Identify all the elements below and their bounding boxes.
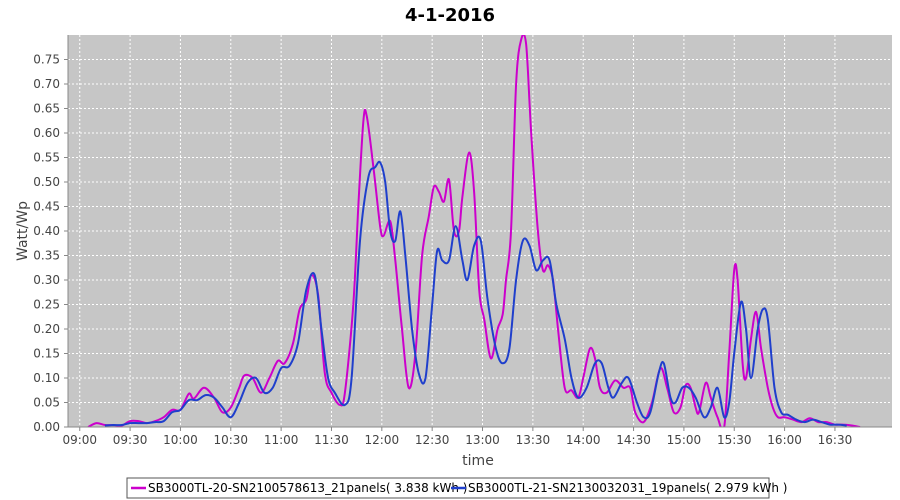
x-tick-label: 15:00	[667, 433, 702, 447]
y-tick-label: 0.40	[33, 224, 60, 238]
y-tick-label: 0.75	[33, 53, 60, 67]
x-tick-labels: 09:00 09:30 10:00 10:30 11:00 11:30 12:00 12:30…	[62, 427, 852, 447]
x-tick-label: 11:30	[314, 433, 349, 447]
y-tick-label: 0.60	[33, 126, 60, 140]
y-tick-label: 0.25	[33, 298, 60, 312]
x-tick-label: 12:30	[415, 433, 450, 447]
x-tick-label: 14:00	[566, 433, 601, 447]
y-tick-label: 0.50	[33, 175, 60, 189]
legend-box	[126, 477, 770, 499]
x-tick-label: 11:00	[264, 433, 299, 447]
legend: SB3000TL-20-SN2100578613_21panels( 3.838…	[126, 477, 787, 499]
x-tick-label: 10:30	[213, 433, 248, 447]
y-tick-label: 0.05	[33, 396, 60, 410]
x-tick-label: 09:30	[113, 433, 148, 447]
y-tick-label: 0.45	[33, 200, 60, 214]
legend-label-series-2: SB3000TL-21-SN2130032031_19panels( 2.979…	[468, 481, 787, 495]
x-tick-label: 12:00	[365, 433, 400, 447]
y-tick-labels: 0.00 0.05 0.10 0.15 0.20 0.25 0.30 0.35 0.40 0.45…	[33, 53, 68, 434]
y-tick-label: 0.35	[33, 249, 60, 263]
legend-label-series-1: SB3000TL-20-SN2100578613_21panels( 3.838…	[148, 481, 467, 495]
x-tick-label: 16:00	[767, 433, 802, 447]
y-tick-label: 0.70	[33, 77, 60, 91]
chart-title: 4-1-2016	[405, 5, 495, 26]
x-axis-title: time	[462, 453, 494, 469]
x-tick-label: 16:30	[818, 433, 853, 447]
y-tick-label: 0.65	[33, 102, 60, 116]
y-tick-label: 0.10	[33, 371, 60, 385]
y-tick-label: 0.15	[33, 347, 60, 361]
x-tick-label: 09:00	[62, 433, 97, 447]
x-tick-label: 15:30	[717, 433, 752, 447]
x-tick-label: 14:30	[616, 433, 651, 447]
y-tick-label: 0.30	[33, 273, 60, 287]
y-tick-label: 0.20	[33, 322, 60, 336]
x-tick-label: 10:00	[163, 433, 198, 447]
series-layer	[87, 35, 861, 427]
y-tick-label: 0.55	[33, 151, 60, 165]
x-tick-label: 13:30	[516, 433, 551, 447]
y-tick-label: 0.00	[33, 420, 60, 434]
x-tick-label: 13:00	[465, 433, 500, 447]
series-line-2	[104, 160, 847, 427]
y-axis-title: Watt/Wp	[15, 201, 31, 261]
